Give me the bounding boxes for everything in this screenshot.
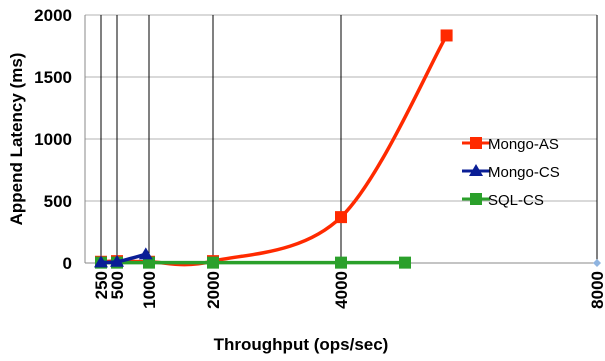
y-tick-label: 0 bbox=[63, 254, 72, 273]
legend-marker bbox=[470, 137, 482, 149]
y-tick-label: 1000 bbox=[34, 130, 72, 149]
series-line-mongo-as bbox=[99, 33, 449, 267]
x-tick-label: 4000 bbox=[332, 271, 351, 309]
y-axis-title: Append Latency (ms) bbox=[7, 53, 26, 226]
data-point-mongo-cs bbox=[110, 254, 124, 267]
data-point-mongo-cs bbox=[94, 255, 108, 268]
legend-label: Mongo-AS bbox=[488, 136, 559, 153]
x-tick-label: 250 bbox=[92, 271, 111, 299]
legend-marker bbox=[469, 164, 483, 176]
y-tick-label: 500 bbox=[44, 192, 72, 211]
data-point-mongo-as bbox=[335, 211, 347, 224]
x-axis-title: Throughput (ops/sec) bbox=[214, 335, 389, 354]
data-point-sql-cs bbox=[207, 256, 219, 269]
data-point-extra bbox=[593, 259, 601, 267]
data-point-mongo-as bbox=[440, 29, 453, 42]
data-point-sql-cs bbox=[399, 256, 411, 269]
legend-marker bbox=[470, 193, 482, 205]
legend-label: Mongo-CS bbox=[488, 164, 560, 181]
data-point-mongo-cs bbox=[138, 247, 153, 260]
x-tick-label: 2000 bbox=[204, 271, 223, 309]
legend-label: SQL-CS bbox=[488, 192, 544, 209]
data-point-sql-cs bbox=[143, 256, 155, 269]
y-tick-label: 1500 bbox=[34, 68, 72, 87]
y-tick-label: 2000 bbox=[34, 6, 72, 25]
x-tick-label: 8000 bbox=[588, 271, 605, 309]
x-tick-label: 1000 bbox=[140, 271, 159, 309]
data-point-sql-cs bbox=[335, 256, 347, 269]
x-tick-label: 500 bbox=[108, 271, 127, 299]
